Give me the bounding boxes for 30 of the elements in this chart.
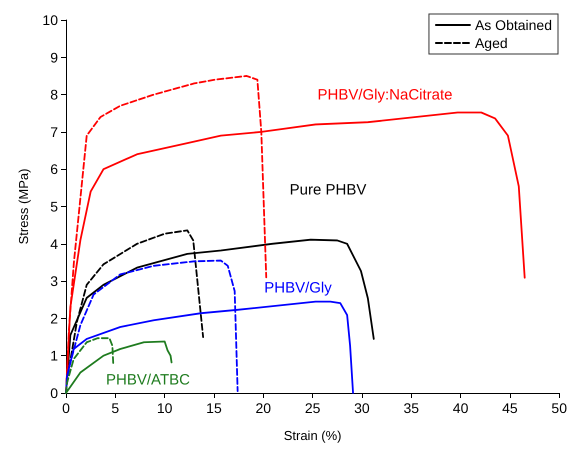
legend-label: As Obtained [474,17,552,33]
legend-label: Aged [474,35,508,51]
x-tick-label: 0 [62,400,70,416]
x-tick-label: 5 [111,400,120,416]
x-tick-label: 10 [156,400,173,416]
x-tick-label: 30 [354,400,370,416]
x-tick-label: 15 [206,400,222,416]
annotation: PHBV/ATBC [106,372,190,388]
y-tick-label: 9 [50,49,58,66]
y-tick-label: 3 [50,273,58,290]
annotation: Pure PHBV [290,182,366,198]
y-tick-label: 6 [50,161,58,178]
annotation: PHBV/Gly:NaCitrate [317,86,453,104]
y-axis-title: Stress (MPa) [16,168,31,244]
x-tick-label: 25 [304,400,321,416]
x-tick-label: 50 [551,400,568,416]
y-tick-label: 8 [50,86,58,103]
x-tick-label: 20 [255,400,272,416]
x-tick-label: 35 [403,400,420,416]
annotation: PHBV/Gly [264,280,332,296]
y-tick-label: 7 [50,124,58,140]
y-tick-label: 1 [50,348,58,364]
y-tick-label: 5 [50,198,58,214]
y-tick-label: 0 [50,385,58,401]
x-tick-label: 40 [452,400,469,416]
x-axis-title: Strain (%) [284,428,342,443]
y-tick-label: 10 [42,12,58,28]
x-tick-label: 45 [502,400,518,416]
y-tick-label: 2 [50,310,58,326]
y-tick-label: 4 [50,236,58,252]
